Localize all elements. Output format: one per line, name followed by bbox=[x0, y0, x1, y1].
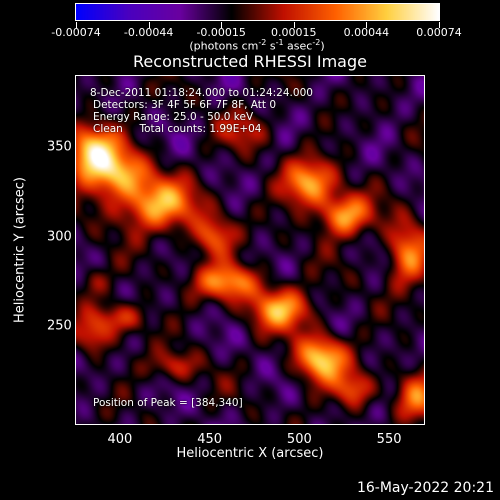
time-range-annotation: 8-Dec-2011 01:18:24.000 to 01:24:24.000 bbox=[90, 87, 313, 99]
chart-title: Reconstructed RHESSI Image bbox=[133, 52, 367, 71]
clean-counts-annotation: Clean Total counts: 1.99E+04 bbox=[93, 123, 262, 135]
x-tick-label: 450 bbox=[197, 432, 223, 447]
colorbar-tick-mark bbox=[221, 22, 223, 28]
colorbar-tick-label: 0.00074 bbox=[416, 26, 462, 39]
y-tick-label: 250 bbox=[47, 318, 72, 334]
x-axis-label: Heliocentric X (arcsec) bbox=[176, 446, 324, 461]
colorbar-tick-label: -0.00015 bbox=[196, 26, 246, 39]
colorbar-tick-mark bbox=[439, 22, 440, 28]
colorbar bbox=[75, 3, 440, 21]
y-axis-label: Heliocentric Y (arcsec) bbox=[12, 177, 28, 323]
timestamp-footer: 16-May-2022 20:21 bbox=[356, 480, 494, 496]
colorbar-tick-label: -0.00044 bbox=[123, 26, 174, 39]
y-tick-label: 300 bbox=[47, 229, 72, 245]
detectors-annotation: Detectors: 3F 4F 5F 6F 7F 8F, Att 0 bbox=[93, 99, 277, 111]
x-tick-label: 400 bbox=[107, 432, 133, 447]
colorbar-tick-label: 0.00044 bbox=[343, 26, 390, 39]
energy-range-annotation: Energy Range: 25.0 - 50.0 keV bbox=[93, 111, 254, 123]
colorbar-tick-mark bbox=[148, 22, 150, 28]
colorbar-tick-mark bbox=[366, 22, 368, 28]
colorbar-tick-label: 0.00015 bbox=[271, 26, 317, 39]
colorbar-tick-label: -0.00074 bbox=[51, 26, 101, 39]
peak-position-annotation: Position of Peak = [384,340] bbox=[93, 397, 243, 409]
heatmap-image bbox=[75, 75, 425, 425]
y-tick-label: 350 bbox=[47, 139, 72, 155]
x-tick-label: 550 bbox=[376, 432, 402, 447]
colorbar-tick-mark bbox=[76, 22, 77, 28]
colorbar-unit-label: (photons cm-2 s-1 asec-2) bbox=[189, 38, 325, 53]
colorbar-tick-mark bbox=[293, 22, 295, 28]
x-tick-label: 500 bbox=[286, 432, 312, 447]
